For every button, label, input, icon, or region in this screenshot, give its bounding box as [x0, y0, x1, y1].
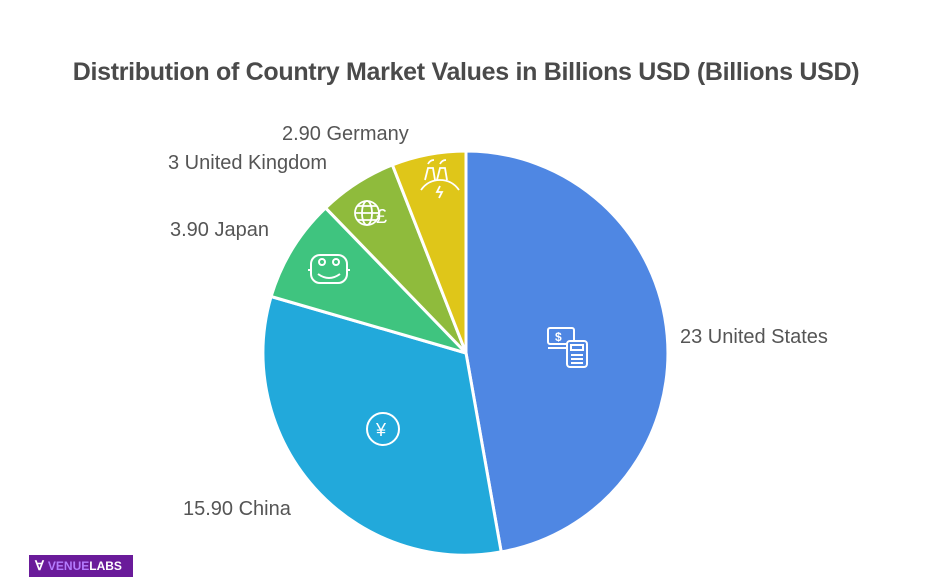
slice-china[interactable] — [261, 295, 503, 557]
label-germany: 2.90 Germany — [282, 123, 409, 145]
venuelabs-logo: ∀ VENUE LABS — [29, 555, 133, 577]
money-calculator-icon: $ — [547, 327, 588, 368]
globe-pound-icon: £ — [354, 200, 387, 228]
chart-title: Distribution of Country Market Values in… — [72, 58, 860, 86]
slice-germany[interactable] — [390, 149, 468, 355]
svg-text:£: £ — [376, 206, 387, 228]
robot-icon — [308, 254, 350, 284]
label-japan: 3.90 Japan — [170, 219, 269, 241]
svg-text:$: $ — [555, 330, 562, 344]
svg-text:¥: ¥ — [375, 420, 387, 440]
label-united-kingdom: 3 United Kingdom — [168, 152, 327, 174]
factory-icon — [420, 159, 460, 199]
logo-v-icon: ∀ — [35, 558, 44, 573]
label-united-states: 23 United States — [680, 326, 828, 348]
slice-japan[interactable] — [269, 206, 468, 355]
yuan-badge-icon: ¥ — [366, 412, 400, 446]
label-china: 15.90 China — [183, 498, 291, 520]
